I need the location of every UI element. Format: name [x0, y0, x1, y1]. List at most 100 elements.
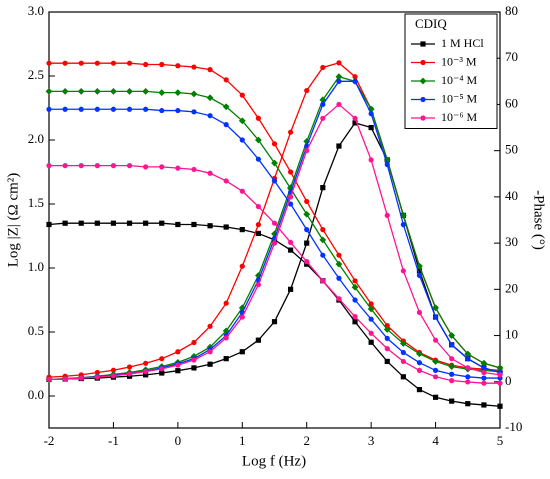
- marker-circle: [336, 101, 342, 108]
- marker-circle: [207, 67, 213, 73]
- marker-circle: [239, 92, 245, 98]
- marker-circle: [465, 379, 471, 385]
- legend-box: [404, 13, 498, 129]
- marker-circle: [432, 367, 439, 373]
- x-tick-label: 3: [368, 433, 375, 448]
- marker-circle: [255, 222, 261, 228]
- marker-diamond: [419, 77, 427, 85]
- marker-circle: [384, 335, 390, 341]
- marker-diamond: [61, 87, 69, 95]
- marker-square: [288, 247, 294, 253]
- marker-circle: [78, 375, 84, 381]
- marker-diamond: [271, 159, 278, 167]
- marker-circle: [271, 141, 278, 147]
- marker-circle: [175, 165, 181, 171]
- marker-circle: [465, 356, 471, 362]
- marker-circle: [94, 163, 100, 169]
- marker-circle: [191, 166, 197, 173]
- y-tick-label: 1.0: [28, 259, 44, 274]
- marker-square: [432, 394, 439, 400]
- marker-circle: [336, 275, 342, 281]
- marker-circle: [143, 360, 149, 366]
- marker-square: [352, 120, 358, 126]
- marker-circle: [336, 252, 342, 258]
- x-tick-label: 2: [303, 433, 310, 448]
- marker-diamond: [464, 350, 472, 358]
- marker-square: [497, 403, 503, 409]
- x-tick-label: 5: [497, 433, 504, 448]
- marker-circle: [336, 60, 342, 66]
- marker-circle: [420, 96, 426, 103]
- marker-square: [175, 221, 181, 228]
- marker-circle: [94, 60, 100, 66]
- x-tick-label: -1: [108, 433, 119, 448]
- marker-square: [420, 41, 426, 47]
- marker-circle: [110, 163, 117, 169]
- marker-diamond: [351, 283, 359, 291]
- marker-circle: [304, 259, 310, 265]
- marker-circle: [352, 314, 358, 320]
- x-axis-label: Log f (Hz): [242, 453, 306, 469]
- marker-diamond: [335, 260, 343, 268]
- marker-circle: [352, 74, 358, 80]
- marker-diamond: [254, 136, 262, 144]
- marker-diamond: [126, 87, 133, 95]
- marker-diamond: [480, 359, 488, 367]
- y-tick-label: 0.5: [28, 323, 44, 338]
- marker-circle: [255, 115, 261, 121]
- y2-axis-label: -Phase (°): [531, 190, 547, 250]
- x-tick-label: 1: [239, 433, 246, 448]
- y2-tick-label: 50: [505, 142, 518, 157]
- marker-square: [143, 372, 149, 378]
- marker-circle: [126, 163, 133, 169]
- marker-diamond: [238, 117, 246, 125]
- marker-circle: [368, 301, 374, 307]
- x-tick-label: 0: [175, 433, 182, 448]
- marker-circle: [368, 111, 374, 117]
- marker-circle: [320, 252, 326, 258]
- marker-circle: [271, 240, 278, 246]
- marker-circle: [175, 349, 181, 355]
- marker-square: [207, 361, 213, 367]
- marker-circle: [336, 296, 342, 302]
- marker-circle: [336, 78, 342, 84]
- marker-square: [255, 337, 261, 343]
- marker-square: [304, 240, 310, 246]
- marker-diamond: [383, 326, 391, 333]
- marker-diamond: [416, 262, 423, 270]
- marker-circle: [304, 227, 310, 233]
- marker-circle: [110, 367, 117, 373]
- x-tick-label: -2: [44, 433, 55, 448]
- marker-circle: [239, 188, 245, 194]
- marker-diamond: [496, 364, 504, 372]
- legend-label: 10⁻⁴ M: [441, 73, 478, 87]
- y2-tick-label: 60: [505, 95, 518, 110]
- marker-circle: [191, 339, 197, 346]
- marker-circle: [223, 335, 229, 341]
- marker-square: [78, 220, 84, 226]
- marker-circle: [191, 109, 197, 115]
- marker-circle: [416, 272, 423, 279]
- marker-diamond: [77, 87, 85, 95]
- marker-circle: [432, 374, 439, 380]
- marker-square: [159, 220, 165, 226]
- marker-diamond: [399, 340, 407, 347]
- marker-circle: [352, 297, 358, 303]
- y-tick-label: 2.5: [28, 67, 44, 82]
- marker-square: [416, 387, 423, 393]
- marker-circle: [159, 107, 165, 114]
- marker-circle: [304, 198, 310, 205]
- y-tick-label: 0.0: [28, 387, 44, 402]
- marker-circle: [175, 107, 181, 114]
- marker-circle: [239, 137, 245, 143]
- marker-circle: [255, 282, 261, 288]
- marker-circle: [239, 314, 245, 320]
- marker-circle: [46, 106, 52, 112]
- marker-circle: [320, 101, 326, 108]
- marker-square: [368, 339, 374, 345]
- impedance-fit-line: [49, 164, 500, 384]
- marker-circle: [223, 178, 229, 184]
- marker-square: [368, 124, 374, 131]
- marker-circle: [304, 148, 310, 154]
- y-axis-label: Log |Z| (Ω cm²): [5, 173, 21, 268]
